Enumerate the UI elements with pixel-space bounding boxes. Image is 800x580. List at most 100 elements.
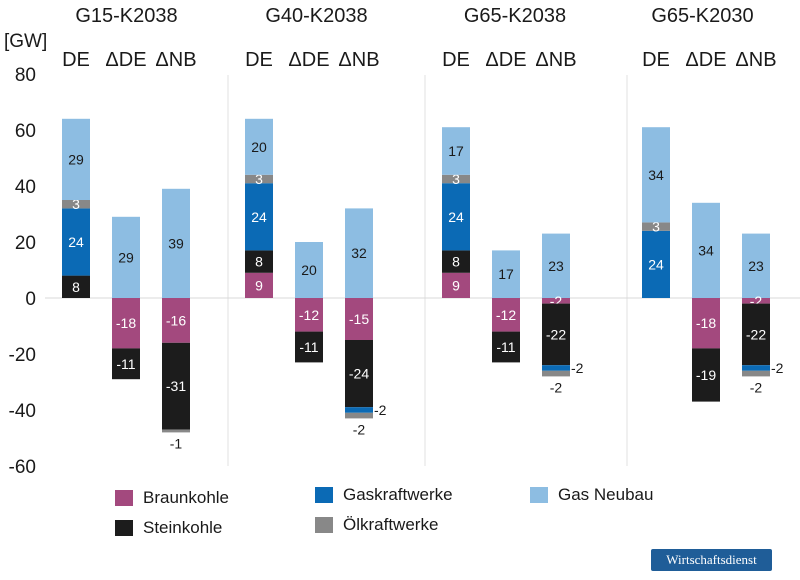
data-label-braunkohle: -18 [116, 315, 136, 331]
publisher-badge: Wirtschaftsdienst [651, 549, 772, 571]
data-label-oelkraftwerke: -2 [750, 379, 763, 395]
data-label-gasneubau: 17 [498, 266, 514, 282]
data-label-steinkohle: 8 [452, 254, 460, 270]
bar-segment-braunkohle [442, 272, 470, 298]
data-label-steinkohle: -22 [546, 326, 566, 342]
bar-segment-oelkraftwerke [642, 222, 670, 231]
bar-segment-steinkohle [742, 303, 770, 366]
data-label-gaskraftwerke: 24 [68, 234, 84, 250]
data-label-gasneubau: 34 [648, 167, 664, 183]
data-label-braunkohle: -18 [696, 315, 716, 331]
bar-segment-gasneubau [245, 118, 273, 175]
bar-segment-oelkraftwerke [62, 200, 90, 209]
data-label-steinkohle: -11 [496, 339, 515, 355]
data-label-gasneubau: 23 [548, 258, 564, 274]
data-label-gaskraftwerke: 24 [648, 256, 664, 272]
bar-category-label: ΔDE [685, 49, 726, 71]
bar-segment-braunkohle [245, 272, 273, 298]
scenario-title: G65-K2038 [464, 5, 566, 27]
data-label-gasneubau: 39 [168, 235, 184, 251]
bar-segment-gasneubau [692, 202, 720, 298]
data-label-braunkohle: -12 [496, 307, 516, 323]
bar-segment-steinkohle [295, 331, 323, 363]
bar-segment-steinkohle [692, 348, 720, 402]
bar-segment-gaskraftwerke [442, 183, 470, 251]
bar-segment-gasneubau [112, 216, 140, 298]
scenario-title: G65-K2030 [651, 5, 753, 27]
data-label-oelkraftwerke: 3 [652, 219, 660, 235]
bar-segment-oelkraftwerke [345, 412, 373, 419]
data-label-gasneubau: 20 [301, 262, 317, 278]
bar-segment-gaskraftwerke [245, 183, 273, 251]
data-label-gaskraftwerke: -2 [771, 360, 784, 376]
data-label-steinkohle: -11 [116, 356, 135, 372]
bar-segment-gasneubau [442, 127, 470, 175]
y-tick-label: -60 [9, 457, 36, 478]
bar-segment-braunkohle [542, 298, 570, 304]
bar-segment-oelkraftwerke [742, 370, 770, 377]
data-label-braunkohle: -16 [166, 312, 186, 328]
bar-category-label: ΔNB [338, 49, 379, 71]
data-label-steinkohle: 8 [255, 254, 263, 270]
bar-segment-gaskraftwerke [542, 365, 570, 371]
y-tick-label: 80 [15, 65, 36, 86]
bar-segment-oelkraftwerke [442, 174, 470, 184]
data-label-braunkohle: 9 [452, 277, 460, 293]
y-tick-label: 20 [15, 233, 36, 254]
data-label-oelkraftwerke: 3 [255, 171, 263, 187]
bar-segment-gaskraftwerke [642, 230, 670, 298]
bar-segment-oelkraftwerke [542, 370, 570, 377]
data-label-gaskraftwerke: 24 [251, 209, 267, 225]
bar-segment-oelkraftwerke [245, 174, 273, 184]
data-label-oelkraftwerke: -1 [170, 435, 183, 451]
bar-segment-steinkohle [345, 340, 373, 408]
bar-segment-braunkohle [692, 298, 720, 349]
bar-category-label: ΔNB [735, 49, 776, 71]
scenario-title: G15-K2038 [75, 5, 177, 27]
bar-category-label: ΔDE [485, 49, 526, 71]
bar-segment-gasneubau [542, 233, 570, 298]
data-label-gasneubau: 34 [698, 242, 714, 258]
bar-segment-gasneubau [642, 127, 670, 223]
y-axis-unit: [GW] [4, 31, 47, 52]
bar-category-label: ΔNB [155, 49, 196, 71]
bar-segment-oelkraftwerke [162, 429, 190, 433]
bar-segment-gaskraftwerke [345, 407, 373, 413]
data-label-gasneubau: 20 [251, 139, 267, 155]
y-tick-label: 60 [15, 121, 36, 142]
data-label-oelkraftwerke: -2 [550, 379, 563, 395]
bar-segment-gasneubau [295, 242, 323, 298]
data-label-oelkraftwerke: 3 [452, 171, 460, 187]
bar-segment-braunkohle [295, 298, 323, 332]
data-label-oelkraftwerke: -2 [353, 421, 366, 437]
data-label-oelkraftwerke: 3 [72, 196, 80, 212]
scenario-title: G40-K2038 [265, 5, 367, 27]
bar-segment-steinkohle [112, 348, 140, 380]
bar-segment-gaskraftwerke [62, 208, 90, 276]
data-label-steinkohle: -24 [349, 366, 369, 382]
bar-category-label: DE [62, 49, 90, 71]
data-label-gaskraftwerke: 24 [448, 209, 464, 225]
bar-segment-braunkohle [112, 298, 140, 349]
data-label-braunkohle: 9 [255, 277, 263, 293]
data-label-gasneubau: 17 [448, 143, 464, 159]
y-tick-label: 40 [15, 177, 36, 198]
bar-segment-steinkohle [542, 303, 570, 366]
bar-segment-steinkohle [442, 250, 470, 273]
data-label-gasneubau: 23 [748, 258, 764, 274]
bar-segment-steinkohle [162, 342, 190, 430]
bar-category-label: DE [642, 49, 670, 71]
bar-segment-braunkohle [492, 298, 520, 332]
bar-category-label: DE [245, 49, 273, 71]
bar-segment-steinkohle [62, 275, 90, 298]
y-tick-label: 0 [25, 289, 36, 310]
bar-segment-gasneubau [492, 250, 520, 298]
data-label-braunkohle: -15 [349, 311, 369, 327]
bar-category-label: ΔNB [535, 49, 576, 71]
bar-category-label: ΔDE [105, 49, 146, 71]
data-label-gaskraftwerke: -2 [571, 360, 584, 376]
data-label-steinkohle: -19 [696, 367, 716, 383]
bar-segment-braunkohle [162, 298, 190, 343]
bar-category-label: DE [442, 49, 470, 71]
